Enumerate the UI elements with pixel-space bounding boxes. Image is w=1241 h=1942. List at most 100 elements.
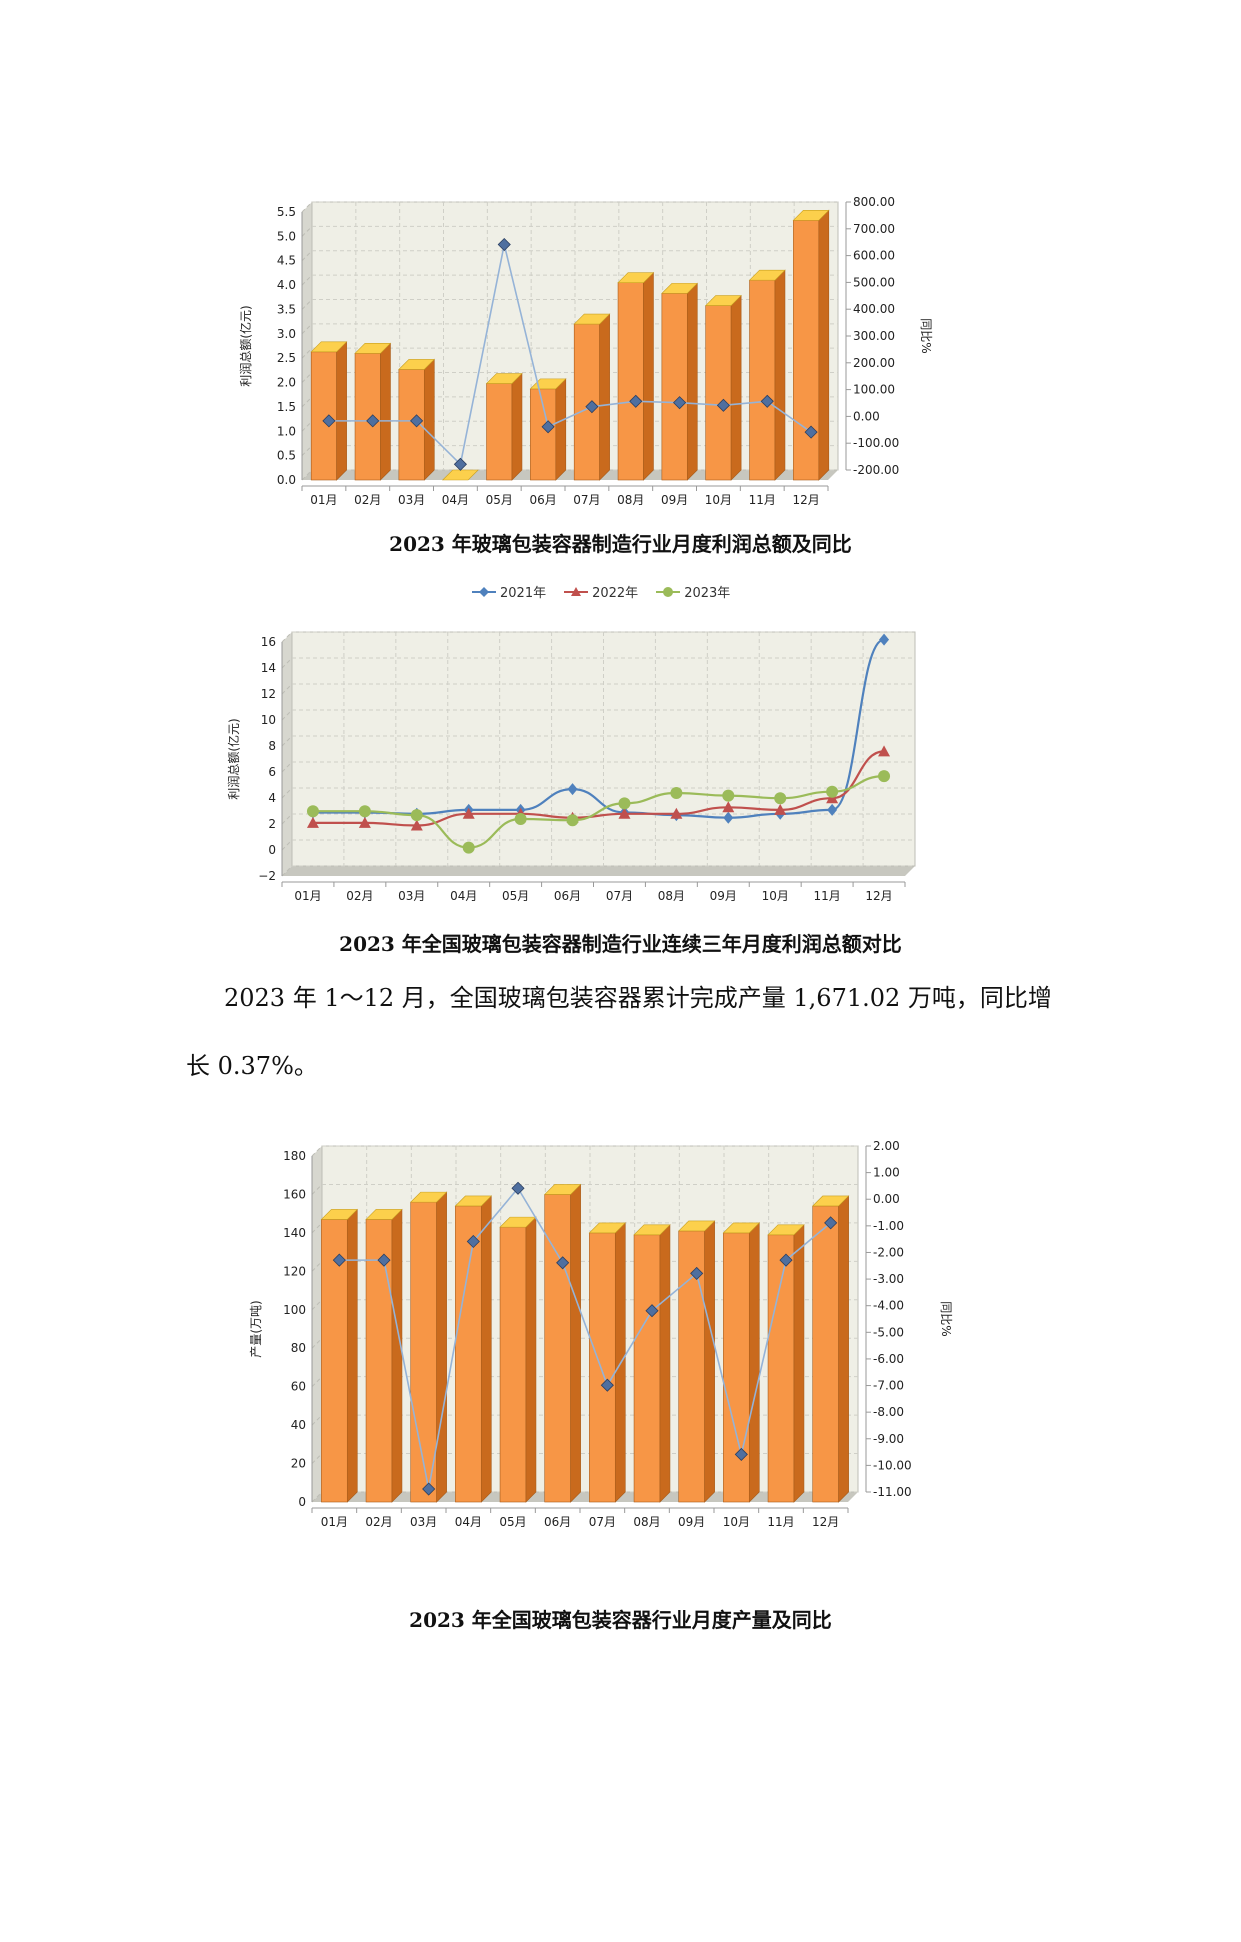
bar-side: [391, 1208, 403, 1503]
y2-tick-label: -5.00: [873, 1325, 904, 1339]
series-point: [618, 807, 631, 819]
profit-compare-line-chart: −2 0 2 4 6 8 10 12 14 16 01月 02月 03月 04月 05月 06月 07月 08月 0…: [226, 631, 916, 903]
grid-line-side: [281, 657, 293, 669]
grid-line-side: [281, 865, 293, 877]
bar: [499, 1226, 527, 1503]
y2-tick-label: -3.00: [873, 1272, 904, 1286]
y-tick-label: 100: [283, 1303, 306, 1317]
bar: [767, 1234, 795, 1503]
bar-side: [555, 378, 567, 481]
y-tick-label: 80: [291, 1341, 306, 1355]
x-tick-label: 08月: [658, 889, 685, 903]
x-tick-label: 04月: [450, 889, 477, 903]
grid-line-side: [281, 839, 293, 851]
legend-item-2023: 2023年: [656, 582, 730, 601]
x-tick-label: 03月: [398, 493, 425, 507]
bar-side: [480, 1195, 492, 1503]
series-point: [618, 797, 631, 810]
bar-top: [543, 1184, 582, 1195]
chart1-caption: 2023 年玻璃包装容器制造行业月度利润总额及同比: [389, 532, 852, 556]
y-tick-label: 10: [261, 713, 276, 727]
bar: [749, 279, 776, 481]
y-axis-title: 利润总额(亿元): [226, 718, 241, 799]
y2-tick-label: 0.00: [853, 409, 880, 423]
bar-side: [748, 1222, 760, 1503]
bar: [812, 1205, 839, 1503]
grid-line-side: [281, 813, 293, 825]
x-tick-label: 08月: [617, 493, 644, 507]
bar-top: [633, 1224, 671, 1236]
bar-side: [838, 1195, 849, 1503]
yoy-point: [466, 1234, 480, 1249]
grid-line-side: [281, 709, 293, 721]
x-tick-label: 11月: [813, 889, 840, 903]
yoy-point: [366, 414, 380, 428]
bar-side: [511, 372, 523, 481]
series-point: [879, 633, 890, 646]
x-tick-label: 06月: [529, 493, 556, 507]
y-tick-label: 2: [268, 817, 276, 831]
bar-side: [525, 1216, 537, 1503]
y2-tick-label: -1.00: [873, 1219, 904, 1233]
bar-side: [730, 294, 742, 481]
legend-circle-icon: [656, 586, 681, 597]
x-tick-label: 03月: [410, 1515, 437, 1529]
y2-tick-label: 800.00: [853, 195, 895, 209]
bar-side: [380, 342, 391, 481]
x-tick-label: 02月: [354, 493, 381, 507]
y2-tick-label: -2.00: [873, 1245, 904, 1259]
bar-top: [748, 269, 786, 281]
y-tick-label: 40: [291, 1418, 306, 1432]
bar: [573, 323, 600, 481]
bar-side: [704, 1220, 715, 1503]
x-tick-label: 07月: [573, 493, 600, 507]
y2-tick-label: -9.00: [873, 1432, 904, 1446]
y2-tick-label: -7.00: [873, 1379, 904, 1393]
series-point: [306, 805, 319, 818]
bar-side: [793, 1224, 805, 1503]
y-tick-label: 0: [298, 1495, 306, 1509]
series-point: [827, 803, 838, 816]
y2-axis-title: 同比%: [919, 318, 933, 353]
bar: [723, 1232, 750, 1503]
grid-line-side: [301, 445, 313, 456]
series-point: [670, 787, 683, 799]
bar-side: [436, 1191, 447, 1503]
bar: [661, 293, 688, 481]
bar-top: [441, 469, 479, 481]
x-tick-label: 05月: [499, 1515, 526, 1529]
x-tick-label: 10月: [762, 889, 789, 903]
floor: [282, 866, 915, 876]
yoy-point: [779, 1253, 793, 1267]
grid-line-side: [281, 631, 293, 643]
yoy-point: [422, 1482, 436, 1496]
bar-top: [454, 1195, 493, 1207]
x-tick-label: 04月: [455, 1515, 482, 1529]
legend-label-2022: 2022年: [592, 586, 639, 601]
floor: [312, 1492, 858, 1502]
series-point: [774, 803, 787, 815]
y-tick-label: 3.0: [277, 327, 296, 341]
y-tick-label: 0.0: [277, 473, 296, 487]
grid-line-side: [311, 1337, 323, 1349]
x-tick-label: 02月: [346, 889, 373, 903]
bar-side: [336, 341, 347, 481]
x-tick-label: 10月: [705, 493, 732, 507]
bar-top: [354, 343, 392, 354]
output-bar-chart: 0 20 40 60 80 100 120 140 160 180 01月 02月 03月 04月 05月 0…: [249, 1139, 953, 1529]
grid-line-side: [311, 1184, 323, 1195]
chart3-caption: 2023 年全国玻璃包装容器行业月度产量及同比: [409, 1608, 832, 1632]
y2-tick-label: 600.00: [853, 249, 895, 263]
legend-item-2022: 2022年: [564, 582, 638, 601]
bar-side: [686, 282, 698, 481]
bar-top: [485, 373, 523, 384]
y-tick-label: 3.5: [277, 302, 296, 316]
grid-line-side: [311, 1260, 323, 1272]
series-point: [826, 792, 839, 804]
bar: [793, 219, 820, 481]
series-point: [462, 841, 475, 854]
grid-line-side: [301, 396, 313, 408]
bar-top: [704, 295, 742, 306]
y-tick-label: 4.5: [277, 254, 296, 268]
x-tick-label: 07月: [606, 889, 633, 903]
